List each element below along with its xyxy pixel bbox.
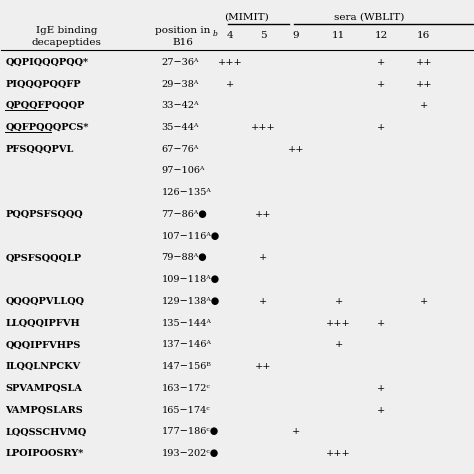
Text: ++: ++ [255, 210, 271, 219]
Text: 29−38ᴬ: 29−38ᴬ [161, 80, 199, 89]
Text: +++: +++ [251, 123, 275, 132]
Text: +: + [377, 58, 385, 67]
Text: +: + [335, 297, 343, 306]
Text: +++: +++ [218, 58, 242, 67]
Text: b: b [212, 30, 217, 38]
Text: ++: ++ [415, 80, 432, 89]
Text: 107−116ᴬ●: 107−116ᴬ● [161, 232, 219, 241]
Text: PIQQQPQQFP: PIQQQPQQFP [5, 80, 81, 89]
Text: LQQSSCHVMQ: LQQSSCHVMQ [5, 428, 87, 437]
Text: 11: 11 [332, 31, 345, 40]
Text: 177−186ᶜ●: 177−186ᶜ● [161, 428, 219, 437]
Text: +++: +++ [326, 319, 351, 328]
Text: LLQQQIPFVH: LLQQQIPFVH [5, 319, 80, 328]
Text: 97−106ᴬ: 97−106ᴬ [161, 166, 205, 175]
Text: QQQIPFVHPS: QQQIPFVHPS [5, 340, 81, 349]
Text: +: + [226, 80, 234, 89]
Text: 163−172ᶜ: 163−172ᶜ [161, 384, 210, 393]
Text: QQFPQQQPCS*: QQFPQQQPCS* [5, 123, 89, 132]
Text: PFSQQQPVL: PFSQQQPVL [5, 145, 74, 154]
Text: 77−86ᴬ●: 77−86ᴬ● [161, 210, 207, 219]
Text: QQPIQQQPQQ*: QQPIQQQPQQ* [5, 58, 89, 67]
Text: 5: 5 [260, 31, 266, 40]
Text: sera (WBLIT): sera (WBLIT) [334, 12, 404, 21]
Text: 67−76ᴬ: 67−76ᴬ [161, 145, 199, 154]
Text: +: + [377, 80, 385, 89]
Text: +: + [419, 297, 428, 306]
Text: QPQQFPQQQP: QPQQFPQQQP [5, 101, 85, 110]
Text: 109−118ᴬ●: 109−118ᴬ● [161, 275, 219, 284]
Text: 16: 16 [417, 31, 430, 40]
Text: 35−44ᴬ: 35−44ᴬ [161, 123, 199, 132]
Text: 135−144ᴬ: 135−144ᴬ [161, 319, 211, 328]
Text: SPVAMPQSLA: SPVAMPQSLA [5, 384, 82, 393]
Text: position in
B16: position in B16 [155, 26, 210, 46]
Text: +++: +++ [326, 449, 351, 458]
Text: 129−138ᴬ●: 129−138ᴬ● [161, 297, 219, 306]
Text: 147−156ᴮ: 147−156ᴮ [161, 362, 211, 371]
Text: ++: ++ [255, 362, 271, 371]
Text: +: + [292, 428, 300, 437]
Text: 27−36ᴬ: 27−36ᴬ [161, 58, 199, 67]
Text: 193−202ᶜ●: 193−202ᶜ● [161, 449, 219, 458]
Text: QPSFSQQQLP: QPSFSQQQLP [5, 254, 82, 263]
Text: ++: ++ [288, 145, 304, 154]
Text: ILQQLNPCKV: ILQQLNPCKV [5, 362, 81, 371]
Text: 33−42ᴬ: 33−42ᴬ [161, 101, 199, 110]
Text: 165−174ᶜ: 165−174ᶜ [161, 406, 210, 415]
Text: 4: 4 [227, 31, 233, 40]
Text: IgE binding
decapeptides: IgE binding decapeptides [32, 26, 102, 46]
Text: LPOIPOOSRY*: LPOIPOOSRY* [5, 449, 84, 458]
Text: ++: ++ [415, 58, 432, 67]
Text: +: + [335, 340, 343, 349]
Text: +: + [377, 384, 385, 393]
Text: +: + [377, 406, 385, 415]
Text: 79−88ᴬ●: 79−88ᴬ● [161, 254, 207, 263]
Text: VAMPQSLARS: VAMPQSLARS [5, 406, 83, 415]
Text: 9: 9 [293, 31, 300, 40]
Text: PQQPSFSQQQ: PQQPSFSQQQ [5, 210, 83, 219]
Text: +: + [259, 254, 267, 263]
Text: +: + [377, 319, 385, 328]
Text: (MIMIT): (MIMIT) [224, 12, 269, 21]
Text: 126−135ᴬ: 126−135ᴬ [161, 188, 211, 197]
Text: +: + [259, 297, 267, 306]
Text: 137−146ᴬ: 137−146ᴬ [161, 340, 211, 349]
Text: +: + [377, 123, 385, 132]
Text: QQQQPVLLQQ: QQQQPVLLQQ [5, 297, 84, 306]
Text: 12: 12 [374, 31, 388, 40]
Text: +: + [419, 101, 428, 110]
